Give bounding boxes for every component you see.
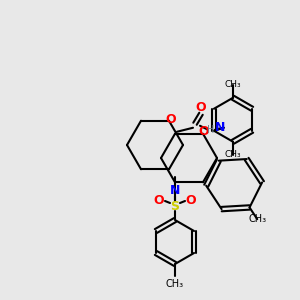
Text: O: O xyxy=(166,113,176,126)
Text: H: H xyxy=(207,125,215,135)
Text: O: O xyxy=(154,194,164,208)
Text: CH₃: CH₃ xyxy=(225,80,241,89)
Text: O: O xyxy=(199,125,209,138)
Text: N: N xyxy=(170,184,180,196)
Text: O: O xyxy=(196,101,206,114)
Text: N: N xyxy=(215,121,225,134)
Text: CH₃: CH₃ xyxy=(166,279,184,289)
Text: CH₃: CH₃ xyxy=(248,214,266,224)
Text: O: O xyxy=(186,194,196,208)
Text: CH₃: CH₃ xyxy=(225,150,241,159)
Text: S: S xyxy=(170,200,179,212)
